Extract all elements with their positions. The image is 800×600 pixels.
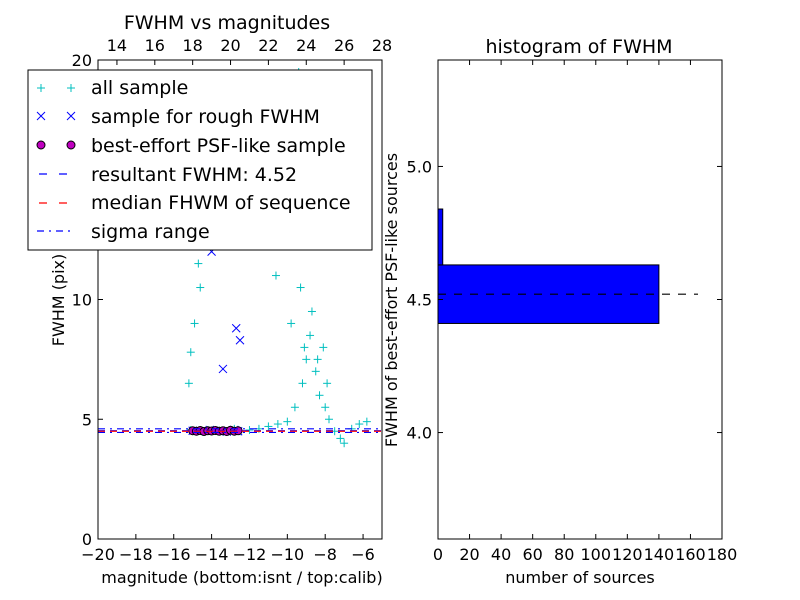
data-point-plus — [321, 403, 330, 412]
data-point-plus — [190, 319, 199, 328]
top-x-tick-label: 18 — [182, 36, 202, 55]
data-point-plus — [245, 426, 254, 435]
data-point-plus — [273, 420, 282, 429]
top-x-tick-label: 20 — [220, 36, 240, 55]
data-point-plus — [315, 391, 324, 400]
top-x-tick-label: 14 — [107, 36, 127, 55]
scatter-top-x-ticks: 14 16 18 20 22 24 26 28 — [107, 36, 392, 65]
histogram-x-label: number of sources — [505, 568, 655, 587]
legend-label: sigma range — [91, 221, 210, 243]
data-point-plus — [287, 319, 296, 328]
top-x-tick-label: 16 — [145, 36, 165, 55]
x-tick-label: −6 — [351, 545, 375, 564]
y-tick-label: 4.5 — [407, 291, 432, 310]
histogram-title: histogram of FWHM — [485, 36, 672, 58]
data-point-plus — [196, 283, 205, 292]
x-tick-label: −14 — [195, 545, 229, 564]
data-point-plus — [306, 331, 315, 340]
legend-item-all-sample: all sample — [37, 77, 188, 99]
y-tick-label: 4.0 — [407, 424, 432, 443]
top-x-tick-label: 24 — [296, 36, 316, 55]
data-point-cross — [235, 335, 245, 345]
y-tick-label: 5 — [82, 410, 92, 429]
x-tick-label: −18 — [119, 545, 153, 564]
legend-item-resultant-fwhm: resultant FWHM: 4.52 — [37, 164, 297, 186]
data-point-cross — [231, 323, 241, 333]
scatter-y-label: FWHM (pix) — [49, 254, 68, 347]
x-tick-label: 180 — [707, 545, 738, 564]
scatter-title: FWHM vs magnitudes — [124, 12, 330, 34]
data-point-plus — [296, 283, 305, 292]
histogram-y-ticks: 4.0 4.5 5.0 — [407, 157, 722, 443]
data-point-plus — [324, 415, 333, 424]
top-x-tick-label: 22 — [258, 36, 278, 55]
legend-item-rough-sample: sample for rough FWHM — [36, 106, 320, 128]
data-point-plus — [264, 422, 273, 431]
data-point-plus — [323, 379, 332, 388]
legend: all sample sample for rough FWHM best-ef… — [27, 69, 373, 251]
x-tick-label: −20 — [81, 545, 115, 564]
legend-label: resultant FWHM: 4.52 — [91, 164, 297, 186]
legend-marker-plus — [37, 84, 75, 92]
x-tick-label: 140 — [644, 545, 675, 564]
x-tick-label: 80 — [554, 545, 574, 564]
x-tick-label: 40 — [491, 545, 511, 564]
data-point-plus — [184, 379, 193, 388]
data-point-cross — [218, 364, 228, 374]
scatter-panel: FWHM vs magnitudes −20 −18 −16 −14 −12 −10 −8−… — [27, 12, 392, 587]
histogram-bar — [437, 208, 444, 266]
legend-label: best-effort PSF-like sample — [91, 135, 346, 157]
x-tick-label: 120 — [612, 545, 643, 564]
scatter-x-label: magnitude (bottom:isnt / top:calib) — [101, 568, 382, 587]
y-tick-label: 5.0 — [407, 157, 432, 176]
x-tick-label: 160 — [675, 545, 706, 564]
data-point-plus — [311, 367, 320, 376]
legend-item-median: median FHWM of sequence — [37, 192, 351, 214]
data-point-plus — [362, 417, 371, 426]
legend-marker-cross — [36, 111, 76, 121]
x-tick-label: −8 — [313, 545, 337, 564]
data-point-plus — [319, 343, 328, 352]
x-tick-label: −10 — [270, 545, 304, 564]
data-point-plus — [307, 307, 316, 316]
y-tick-label: 0 — [82, 530, 92, 549]
y-tick-label: 10 — [72, 291, 92, 310]
x-tick-label: 0 — [433, 545, 443, 564]
data-point-plus — [336, 434, 345, 443]
data-point-plus — [302, 355, 311, 364]
x-tick-label: 60 — [522, 545, 542, 564]
data-point-plus — [283, 417, 292, 426]
data-point-plus — [271, 271, 280, 280]
legend-label: sample for rough FWHM — [91, 106, 320, 128]
x-tick-label: 20 — [459, 545, 479, 564]
legend-box — [27, 69, 373, 251]
legend-label: all sample — [91, 77, 188, 99]
data-point-plus — [313, 355, 322, 364]
legend-item-sigma: sigma range — [37, 221, 210, 243]
histogram-panel: histogram of FWHM 0 20 40 60 80 100 120 140 160 1… — [382, 36, 737, 587]
data-point-plus — [298, 379, 307, 388]
data-point-plus — [300, 343, 309, 352]
histogram-x-ticks: 0 20 40 60 80 100 120 140 160 180 — [433, 60, 737, 564]
data-point-plus — [340, 439, 349, 448]
scatter-x-ticks: −20 −18 −16 −14 −12 −10 −8 −6 — [81, 534, 375, 564]
data-point-plus — [355, 420, 364, 429]
data-point-plus — [194, 259, 203, 268]
legend-marker-circle — [36, 140, 76, 150]
legend-label: median FHWM of sequence — [91, 192, 351, 214]
top-x-tick-label: 28 — [372, 36, 392, 55]
x-tick-label: −12 — [233, 545, 267, 564]
top-x-tick-label: 26 — [334, 36, 354, 55]
x-tick-label: 100 — [581, 545, 612, 564]
data-point-plus — [186, 348, 195, 357]
legend-item-psf-sample: best-effort PSF-like sample — [36, 135, 346, 157]
y-tick-label: 20 — [72, 51, 92, 70]
data-point-plus — [290, 403, 299, 412]
x-tick-label: −16 — [157, 545, 191, 564]
histogram-y-label: FWHM of best-effort PSF-like sources — [382, 153, 401, 447]
